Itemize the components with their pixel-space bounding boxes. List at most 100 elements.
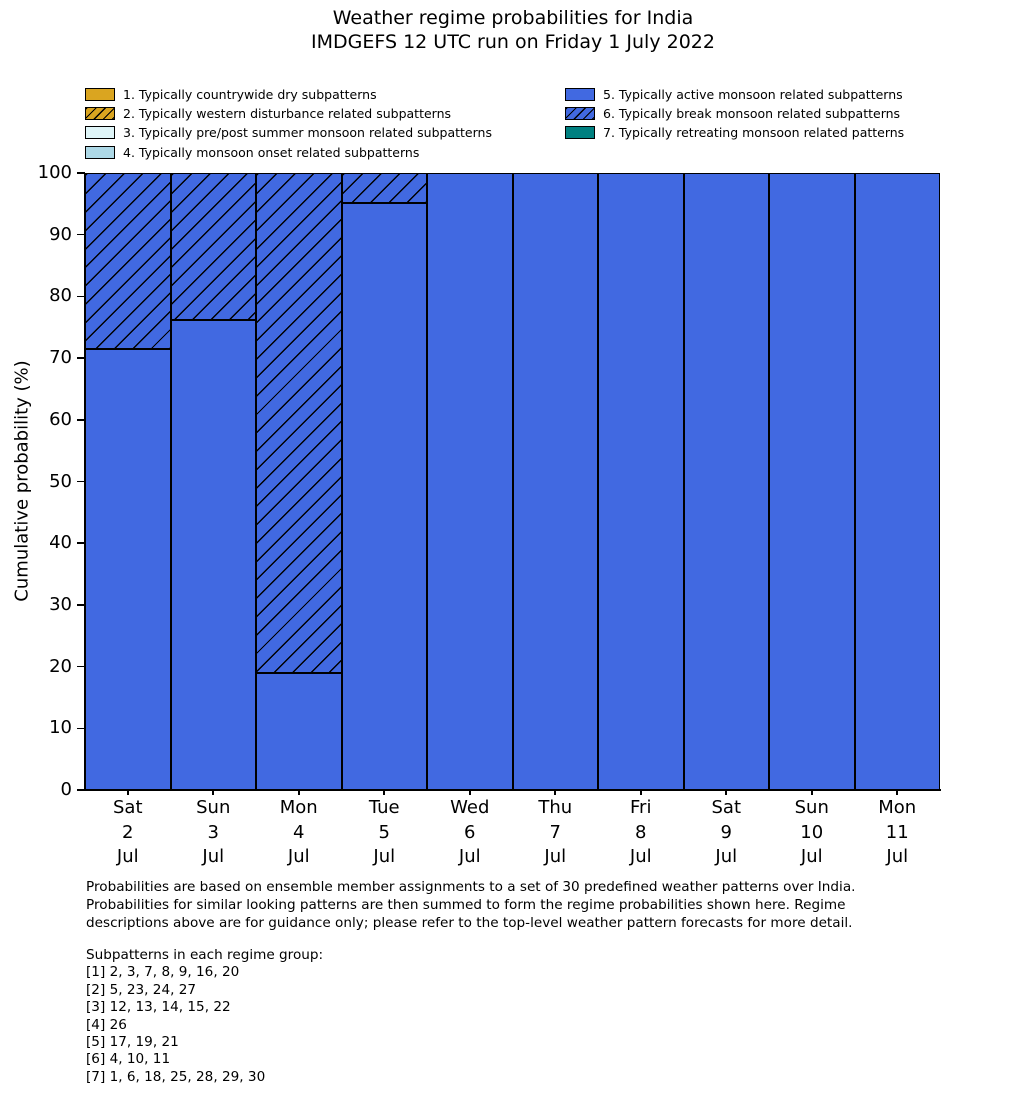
segment-break-monsoon [85, 173, 171, 350]
y-tick-mark-40 [77, 542, 85, 544]
chart-description: Probabilities are based on ensemble memb… [86, 878, 855, 933]
legend-entry-5: 5. Typically active monsoon related subp… [565, 86, 903, 103]
y-tick-label-50: 50 [49, 470, 72, 492]
segment-active-monsoon [683, 173, 769, 790]
x-tick-label-month: Jul [287, 846, 310, 867]
segment-active-monsoon [427, 173, 513, 790]
bar-tue-5-jul [341, 173, 427, 790]
bar-sat-9-jul [683, 173, 769, 790]
legend-label-2: 2. Typically western disturbance related… [123, 105, 452, 121]
x-tick-label-month: Jul [373, 846, 396, 867]
x-tick-label-date: 5 [378, 821, 390, 843]
subpattern-group-6: [6] 4, 10, 11 [86, 1051, 171, 1068]
x-tick-mark-11 [896, 790, 899, 795]
segment-active-monsoon [512, 173, 598, 790]
x-tick-label-fri-8: Fri 8 Jul [598, 796, 684, 870]
x-tick-mark-3 [212, 790, 215, 795]
x-tick-label-month: Jul [715, 846, 738, 867]
segment-active-monsoon [170, 319, 256, 790]
x-tick-label-day: Sat [112, 797, 143, 818]
x-tick-label-month: Jul [800, 846, 823, 867]
bar-thu-7-jul [512, 173, 598, 790]
x-tick-label-day: Tue [368, 797, 400, 818]
x-tick-label-date: 7 [549, 821, 561, 843]
x-tick-mark-8 [639, 790, 642, 795]
x-tick-label-day: Fri [630, 797, 652, 818]
bar-sun-10-jul [769, 173, 855, 790]
legend-label-5: 5. Typically active monsoon related subp… [603, 86, 903, 102]
legend-label-6: 6. Typically break monsoon related subpa… [603, 105, 901, 121]
x-tick-mark-4 [297, 790, 300, 795]
x-tick-label-month: Jul [202, 846, 225, 867]
x-tick-label-day: Sun [794, 797, 829, 818]
segment-break-monsoon [256, 173, 342, 673]
bar-mon-11-jul [854, 173, 940, 790]
subpattern-group-1: [1] 2, 3, 7, 8, 9, 16, 20 [86, 964, 240, 981]
x-tick-mark-6 [468, 790, 471, 795]
y-tick-mark-80 [77, 295, 85, 298]
subpatterns-list: Subpatterns in each regime group: [1] 2,… [86, 947, 323, 1086]
x-tick-mark-10 [810, 790, 813, 795]
x-tick-label-sun-3: Sun 3 Jul [171, 796, 257, 870]
x-tick-label-month: Jul [544, 846, 567, 867]
y-tick-mark-10 [77, 727, 85, 730]
legend-swatch-1 [85, 87, 115, 101]
segment-active-monsoon [256, 672, 342, 790]
x-tick-label-month: Jul [886, 846, 909, 867]
legend-entry-1: 1. Typically countrywide dry subpatterns [85, 86, 377, 103]
x-tick-label-month: Jul [458, 846, 481, 867]
y-tick-label-0: 0 [60, 779, 72, 800]
y-tick-mark-0 [77, 789, 85, 791]
x-tick-mark-5 [383, 790, 386, 795]
x-tick-label-month: Jul [629, 846, 652, 867]
legend-swatch-2-hatched [85, 106, 115, 120]
y-tick-mark-50 [77, 480, 85, 483]
bar-wed-6-jul [427, 173, 513, 790]
legend-entry-3: 3. Typically pre/post summer monsoon rel… [85, 124, 492, 141]
legend-label-1: 1. Typically countrywide dry subpatterns [123, 86, 377, 102]
subpattern-group-3: [3] 12, 13, 14, 15, 22 [86, 999, 231, 1016]
chart-title-line1: Weather regime probabilities for India [332, 7, 694, 29]
y-tick-label-40: 40 [49, 532, 72, 554]
x-tick-label-day: Thu [538, 797, 573, 818]
y-tick-label-20: 20 [49, 655, 72, 677]
y-axis-spine [84, 173, 86, 790]
segment-active-monsoon [854, 173, 940, 790]
x-tick-label-day: Sun [196, 797, 231, 818]
x-tick-label-date: 10 [800, 821, 824, 843]
segment-break-monsoon [170, 173, 256, 320]
x-tick-label-date: 3 [207, 821, 219, 843]
bar-fri-8-jul [598, 173, 684, 790]
y-tick-label-30: 30 [49, 593, 72, 615]
subpattern-group-5: [5] 17, 19, 21 [86, 1034, 179, 1051]
x-tick-label-day: Sat [711, 797, 741, 818]
x-tick-label-date: 6 [464, 821, 476, 843]
x-tick-label-date: 11 [885, 821, 909, 843]
y-tick-mark-60 [77, 419, 85, 421]
x-tick-label-date: 2 [122, 821, 134, 843]
x-axis-labels: Sat 2 Jul Sun 3 Jul Mon 4 Jul Tue 5 Jul Wed 6 Jul Thu 7 J… [85, 796, 940, 870]
y-tick-mark-70 [77, 357, 85, 359]
x-tick-label-month: Jul [116, 846, 139, 867]
plot-area [85, 173, 940, 790]
y-tick-label-10: 10 [49, 717, 72, 739]
legend-entry-7: 7. Typically retreating monsoon related … [565, 124, 904, 141]
x-tick-label-tue-5: Tue 5 Jul [342, 796, 428, 870]
y-tick-label-100: 100 [37, 162, 72, 183]
legend-entry-6: 6. Typically break monsoon related subpa… [565, 105, 900, 122]
segment-active-monsoon [341, 202, 427, 790]
y-tick-label-70: 70 [49, 347, 72, 369]
legend-label-4: 4. Typically monsoon onset related subpa… [123, 144, 420, 160]
x-tick-label-day: Mon [279, 797, 318, 818]
y-tick-mark-30 [77, 604, 85, 606]
y-tick-label-90: 90 [49, 223, 72, 245]
legend-entry-4: 4. Typically monsoon onset related subpa… [85, 144, 419, 161]
description-line-2: Probabilities for similar looking patter… [86, 897, 846, 914]
description-line-3: descriptions above are for guidance only… [86, 915, 853, 932]
x-tick-label-day: Mon [878, 797, 917, 818]
legend-swatch-7 [565, 126, 595, 140]
subpattern-group-2: [2] 5, 23, 24, 27 [86, 981, 197, 998]
legend-label-7: 7. Typically retreating monsoon related … [603, 125, 905, 141]
x-tick-label-sat-2: Sat 2 Jul [85, 796, 171, 870]
bar-sat-2-jul [85, 173, 171, 790]
